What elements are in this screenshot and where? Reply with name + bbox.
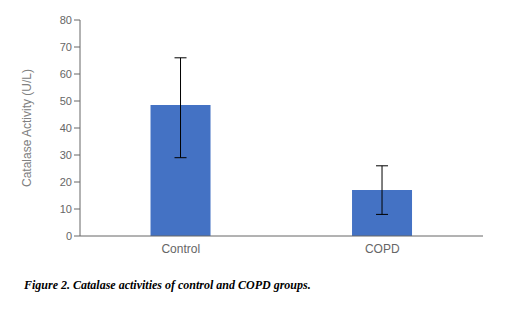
- svg-text:80: 80: [60, 14, 72, 26]
- svg-text:30: 30: [60, 149, 72, 161]
- svg-text:Catalase Activity (U/L): Catalase Activity (U/L): [20, 69, 34, 187]
- svg-text:70: 70: [60, 41, 72, 53]
- svg-text:50: 50: [60, 95, 72, 107]
- svg-text:COPD: COPD: [365, 242, 400, 256]
- svg-text:0: 0: [66, 230, 72, 242]
- svg-text:20: 20: [60, 176, 72, 188]
- svg-text:60: 60: [60, 68, 72, 80]
- svg-text:40: 40: [60, 122, 72, 134]
- html-text:Figure 2. Catalase activities: Figure 2. Catalase activities of control…: [24, 278, 311, 292]
- svg-text:Control: Control: [161, 242, 200, 256]
- svg-text:10: 10: [60, 203, 72, 215]
